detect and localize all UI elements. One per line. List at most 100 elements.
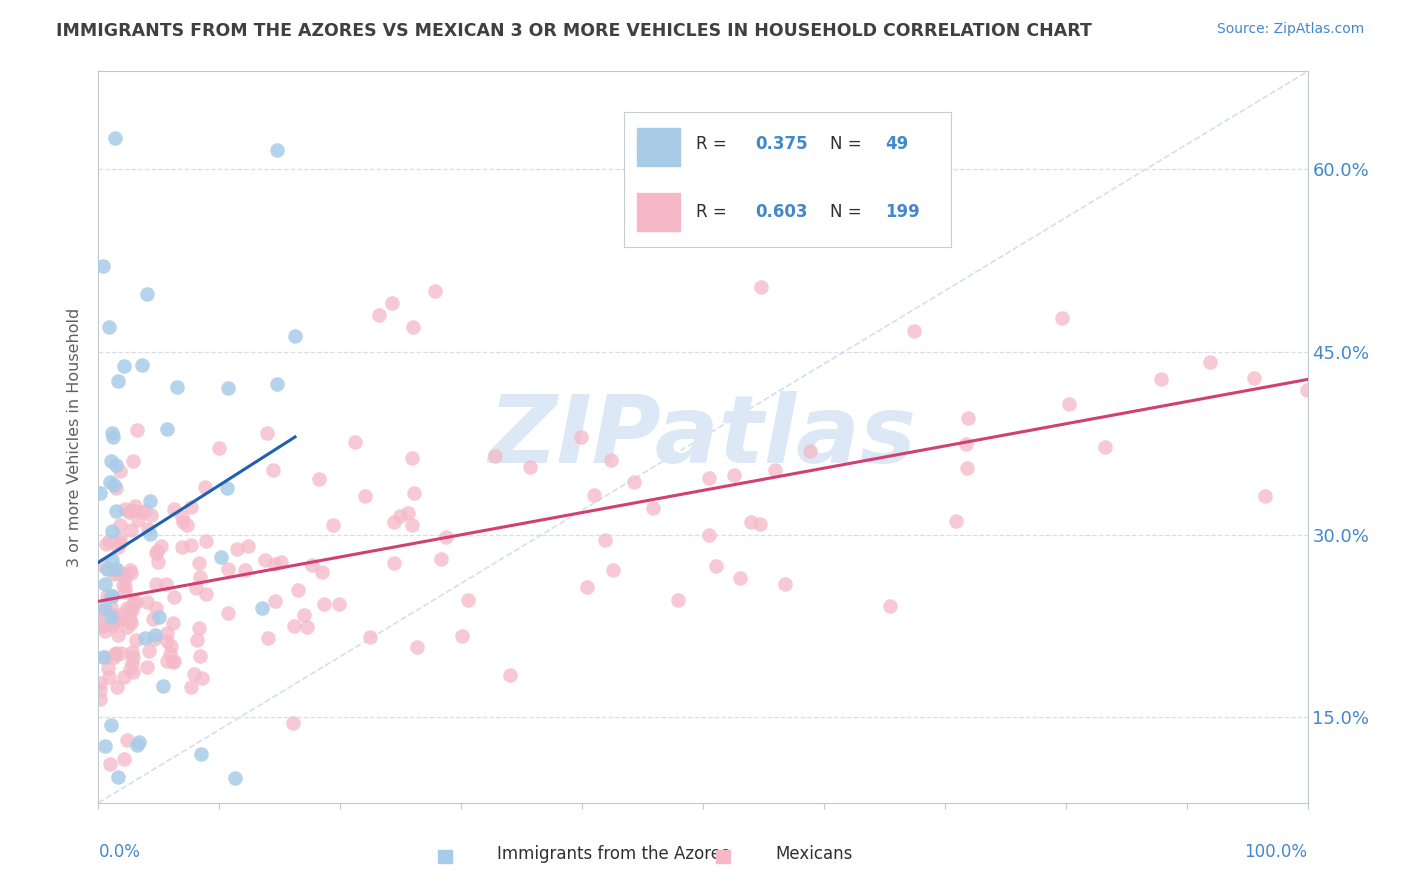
- Point: [136, 286, 159, 301]
- Y-axis label: 3 or more Vehicles in Household: 3 or more Vehicles in Household: [67, 308, 83, 566]
- Text: 0.0%: 0.0%: [98, 843, 141, 861]
- Point: [118, 563, 141, 577]
- Point: [107, 628, 129, 642]
- Point: [292, 608, 315, 623]
- Point: [146, 555, 169, 569]
- Point: [121, 656, 143, 670]
- Point: [139, 494, 162, 508]
- Point: [103, 608, 125, 623]
- Point: [90, 558, 112, 572]
- Point: [101, 615, 124, 630]
- Point: [142, 632, 165, 647]
- Point: [121, 644, 143, 658]
- Point: [1243, 370, 1265, 384]
- Point: [121, 603, 143, 617]
- Point: [172, 510, 194, 524]
- Point: [120, 616, 142, 631]
- Point: [104, 562, 127, 576]
- Point: [107, 770, 129, 784]
- Point: [104, 647, 127, 661]
- Point: [114, 585, 136, 599]
- Point: [389, 508, 412, 523]
- Point: [136, 522, 159, 536]
- Point: [103, 649, 125, 664]
- Point: [100, 599, 122, 614]
- Point: [799, 443, 821, 458]
- Point: [100, 589, 122, 603]
- Point: [100, 610, 122, 624]
- Point: [264, 594, 287, 608]
- Point: [183, 667, 205, 681]
- Point: [146, 544, 169, 558]
- Point: [107, 540, 129, 554]
- Point: [270, 555, 292, 569]
- Point: [263, 558, 285, 572]
- FancyBboxPatch shape: [716, 850, 730, 863]
- Point: [96, 589, 118, 603]
- Point: [519, 459, 541, 474]
- Point: [110, 613, 132, 627]
- Text: ZIPatlas: ZIPatlas: [489, 391, 917, 483]
- Point: [162, 655, 184, 669]
- Point: [266, 376, 288, 391]
- Point: [139, 526, 162, 541]
- Point: [160, 639, 183, 653]
- Point: [111, 607, 134, 621]
- Point: [599, 452, 621, 467]
- Point: [152, 679, 174, 693]
- Point: [120, 566, 142, 581]
- Point: [262, 463, 284, 477]
- Point: [91, 260, 114, 274]
- Point: [367, 308, 389, 322]
- Point: [97, 660, 120, 674]
- Point: [91, 619, 114, 633]
- Point: [1199, 355, 1222, 369]
- Point: [108, 531, 131, 545]
- Point: [141, 508, 163, 522]
- Point: [773, 577, 796, 591]
- Point: [583, 487, 606, 501]
- Point: [254, 553, 277, 567]
- Point: [434, 530, 457, 544]
- Point: [138, 644, 160, 658]
- Point: [217, 481, 239, 495]
- Point: [287, 583, 309, 598]
- Point: [382, 556, 405, 570]
- Point: [188, 570, 211, 584]
- FancyBboxPatch shape: [439, 850, 451, 863]
- Point: [450, 629, 472, 643]
- Point: [602, 563, 624, 577]
- Point: [354, 489, 377, 503]
- Point: [301, 558, 323, 573]
- Point: [117, 601, 139, 615]
- Point: [89, 683, 111, 698]
- Point: [115, 732, 138, 747]
- Point: [402, 486, 425, 500]
- Point: [184, 581, 207, 595]
- Point: [104, 504, 127, 518]
- Point: [176, 518, 198, 533]
- Point: [112, 568, 135, 582]
- Point: [100, 454, 122, 468]
- Point: [120, 614, 142, 628]
- Point: [145, 546, 167, 560]
- Point: [128, 735, 150, 749]
- Point: [112, 578, 135, 592]
- Point: [155, 576, 177, 591]
- Point: [125, 594, 148, 608]
- Point: [194, 480, 217, 494]
- Point: [172, 516, 194, 530]
- Point: [134, 631, 156, 645]
- Point: [697, 528, 720, 542]
- Point: [188, 621, 211, 635]
- Point: [94, 739, 117, 753]
- Point: [344, 435, 367, 450]
- Point: [98, 320, 121, 334]
- Point: [129, 505, 152, 519]
- Point: [89, 486, 111, 500]
- Point: [96, 852, 118, 866]
- Point: [98, 670, 121, 684]
- Point: [748, 516, 770, 531]
- Point: [112, 751, 135, 765]
- Point: [103, 610, 125, 624]
